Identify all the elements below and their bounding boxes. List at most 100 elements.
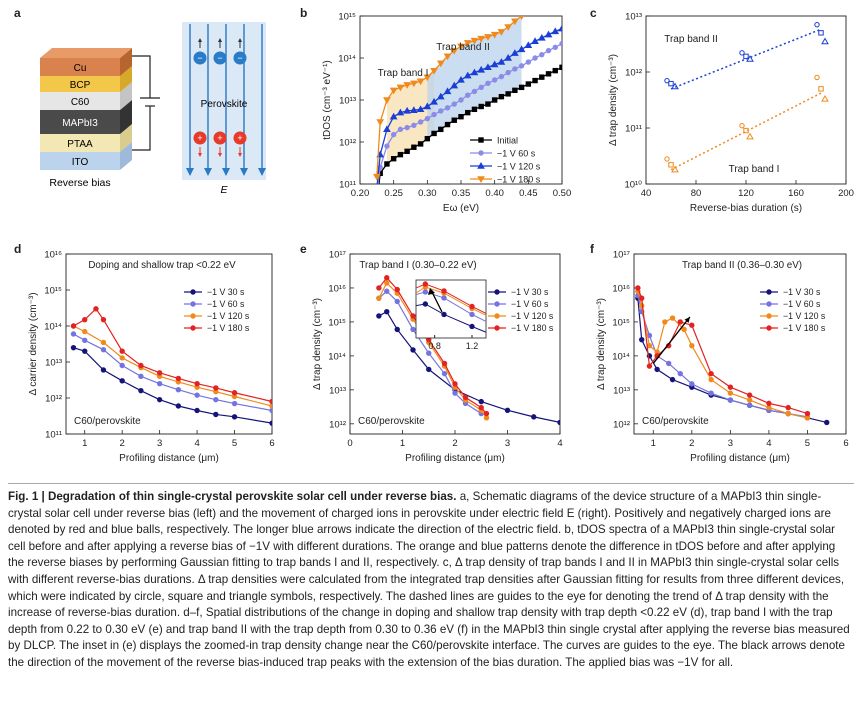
- annotation-trap-band-i: Trap band I: [378, 68, 429, 79]
- data-point: [804, 410, 811, 417]
- data-point: [552, 0, 558, 2]
- data-point: [100, 339, 107, 346]
- legend-marker: [494, 289, 500, 295]
- y-tick-label: 10¹⁵: [612, 317, 630, 328]
- series-1: [70, 331, 272, 414]
- data-point: [708, 390, 714, 396]
- x-tick-label: 3: [728, 438, 733, 449]
- cu-layer: [40, 58, 120, 76]
- data-point: [746, 392, 753, 398]
- data-point: [505, 69, 511, 76]
- data-point: [665, 360, 672, 367]
- legend-label: −1 V 30 s: [207, 287, 245, 297]
- panel-letter-a: a: [14, 6, 21, 20]
- data-point: [269, 420, 272, 426]
- svg-text:+: +: [217, 133, 222, 143]
- y-tick-label: 10¹⁴: [338, 54, 356, 65]
- legend-label: −1 V 60 s: [511, 299, 549, 309]
- data-point: [376, 313, 382, 319]
- data-point: [194, 407, 200, 414]
- data-point: [70, 344, 77, 351]
- data-point: [491, 97, 498, 103]
- data-point: [485, 101, 491, 107]
- data-point: [824, 419, 830, 426]
- data-point: [423, 102, 432, 110]
- data-point: [410, 313, 416, 319]
- data-point: [518, 84, 525, 91]
- data-point: [511, 49, 519, 56]
- data-point: [689, 322, 695, 328]
- data-point: [410, 347, 416, 353]
- data-point: [559, 40, 562, 47]
- fit-line: [670, 92, 822, 171]
- data-point: [70, 323, 77, 329]
- panel-letter-b: b: [300, 6, 308, 20]
- data-point: [411, 144, 417, 150]
- data-point: [119, 355, 125, 361]
- data-point: [485, 80, 491, 86]
- data-point: [498, 93, 505, 100]
- data-point: [654, 366, 660, 373]
- inset-point: [469, 311, 475, 318]
- legend-label: −1 V 180 s: [511, 323, 554, 333]
- data-point: [100, 316, 107, 323]
- data-point: [539, 2, 545, 7]
- chart-title: Trap band I (0.30–0.22 eV): [359, 260, 476, 271]
- data-point: [639, 336, 645, 343]
- y-tick-label: 10¹⁵: [328, 317, 346, 328]
- data-point: [671, 82, 679, 90]
- perovskite-box: [182, 22, 266, 180]
- data-point: [766, 404, 772, 411]
- annotation-trap-band-ii: Trap band II: [436, 42, 490, 53]
- inset-point: [409, 294, 413, 298]
- legend-marker: [190, 325, 196, 331]
- data-point: [478, 404, 484, 411]
- legend-marker: [477, 176, 485, 184]
- legend-marker: [766, 313, 772, 319]
- data-point: [470, 68, 479, 76]
- series-3: [376, 275, 490, 417]
- legend-marker: [190, 289, 196, 295]
- data-point: [821, 37, 829, 45]
- data-point: [138, 373, 144, 380]
- series-2: [376, 24, 562, 184]
- data-point: [384, 288, 390, 294]
- data-point: [213, 396, 219, 403]
- data-point: [175, 387, 182, 393]
- data-point: [545, 47, 552, 54]
- data-point: [231, 390, 238, 396]
- data-point: [743, 53, 749, 60]
- panel-letter-f: f: [590, 242, 594, 256]
- inset-point: [498, 318, 502, 322]
- series-0: [70, 344, 272, 426]
- legend-label: −1 V 120 s: [207, 311, 250, 321]
- legend-marker: [494, 325, 500, 331]
- panel-letter-c: c: [590, 6, 597, 20]
- data-point: [438, 108, 444, 114]
- data-point: [389, 112, 398, 120]
- data-point: [727, 384, 734, 390]
- x-tick-label: 120: [738, 188, 754, 199]
- y-tick-label: 10¹¹: [45, 430, 62, 441]
- legend-marker: [766, 301, 772, 307]
- circuit-wire-top: [132, 55, 151, 98]
- data-point: [477, 65, 486, 73]
- data-point: [532, 55, 538, 61]
- caption-divider: [8, 483, 854, 484]
- x-tick-label: 160: [788, 188, 804, 199]
- data-point: [194, 392, 200, 398]
- data-point: [375, 191, 379, 195]
- data-point: [818, 86, 824, 92]
- data-point: [462, 394, 469, 401]
- data-point: [531, 414, 537, 420]
- data-point: [646, 342, 653, 349]
- data-point: [539, 51, 545, 58]
- data-point: [394, 326, 400, 333]
- data-point: [539, 74, 545, 80]
- annotation-trap-band-i: Trap band I: [729, 164, 780, 175]
- layer-stack: [40, 48, 132, 170]
- data-point: [451, 117, 457, 123]
- mapbi3-layer: [40, 110, 120, 134]
- data-point: [477, 35, 486, 43]
- data-point: [100, 367, 107, 373]
